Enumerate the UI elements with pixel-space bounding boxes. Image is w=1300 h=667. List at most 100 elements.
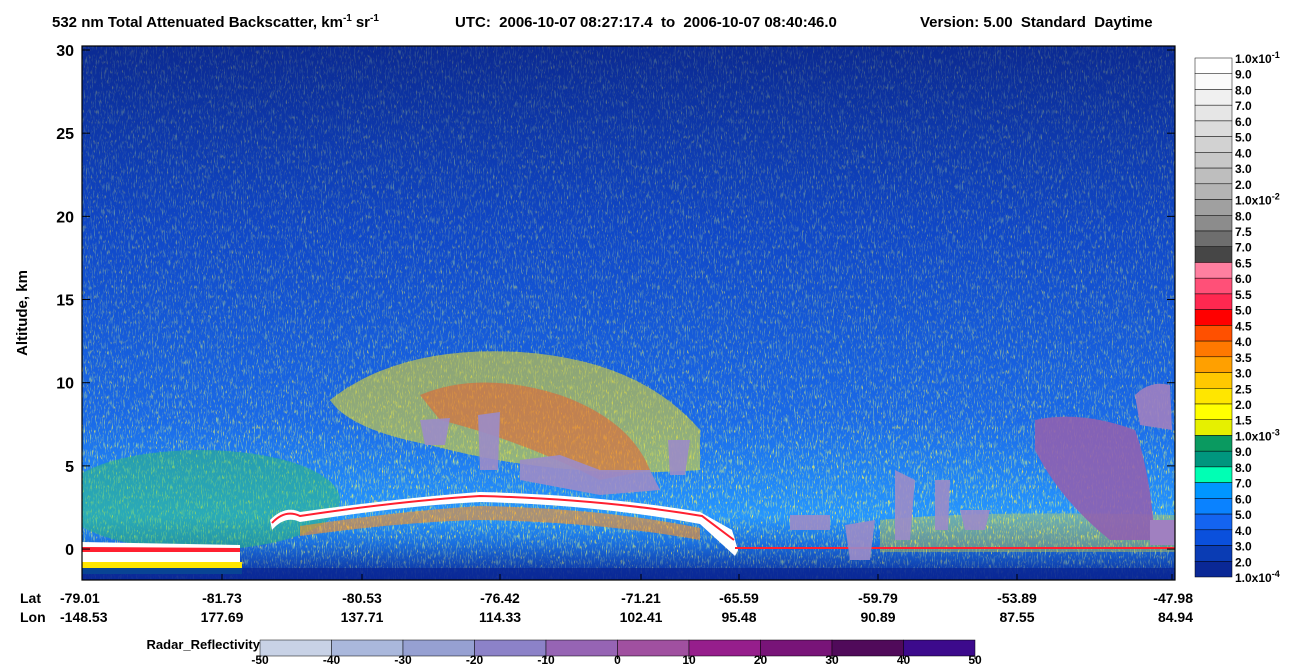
radar-tick-label: 20 (754, 653, 768, 667)
colorbar-cell (1194, 293, 1233, 310)
lon-tick-label: 114.33 (479, 609, 521, 625)
radar-colorbar-cell (474, 639, 547, 657)
lat-tick-label: -71.21 (621, 590, 661, 606)
colorbar-label: 8.0 (1235, 83, 1252, 97)
y-tick-label: 30 (56, 43, 74, 60)
radar-tick-label: 10 (682, 653, 696, 667)
lat-label: Lat (20, 590, 41, 606)
colorbar-label: 2.0 (1235, 555, 1252, 569)
colorbar-label-mantissa: 1.0x10 (1235, 194, 1272, 208)
colorbar-label: 6.0 (1235, 272, 1252, 286)
lat-tick-label: -80.53 (342, 590, 382, 606)
radar-tick-label: -30 (394, 653, 412, 667)
colorbar-label: 1.0x10-2 (1235, 192, 1280, 208)
lon-tick-label: 90.89 (860, 609, 895, 625)
lon-tick-label: 177.69 (201, 609, 244, 625)
colorbar-cell (1194, 388, 1233, 405)
colorbar-cell (1194, 57, 1233, 74)
lon-tick-label: 102.41 (620, 609, 663, 625)
colorbar-label-mantissa: 1.0x10 (1235, 571, 1272, 585)
y-tick-label: 0 (65, 542, 74, 559)
lat-tick-label: -59.79 (858, 590, 898, 606)
lat-tick-label: -76.42 (480, 590, 520, 606)
colorbar-cell (1194, 561, 1233, 578)
colorbar-cell (1194, 466, 1233, 483)
colorbar-cell (1194, 529, 1233, 546)
colorbar-cell (1194, 152, 1233, 169)
colorbar-label-exponent: -2 (1272, 192, 1280, 202)
colorbar-label: 5.0 (1235, 508, 1252, 522)
colorbar-label: 7.5 (1235, 225, 1252, 239)
colorbar-label: 2.0 (1235, 178, 1252, 192)
lat-tick-label: -65.59 (719, 590, 759, 606)
radar-colorbar-cell (331, 639, 404, 657)
colorbar-cell (1194, 73, 1233, 90)
colorbar-label: 8.0 (1235, 461, 1252, 475)
lon-label: Lon (20, 609, 46, 625)
colorbar-label: 1.0x10-3 (1235, 427, 1280, 443)
radar-colorbar-cell (831, 639, 904, 657)
colorbar-cell (1194, 89, 1233, 106)
radar-tick-label: 0 (614, 653, 621, 667)
radar-colorbar-cell (259, 639, 332, 657)
colorbar-cell (1194, 403, 1233, 420)
colorbar-label: 6.5 (1235, 256, 1252, 270)
colorbar-cell (1194, 356, 1233, 373)
colorbar-label: 2.5 (1235, 382, 1252, 396)
colorbar-label-mantissa: 1.0x10 (1235, 52, 1272, 66)
radar-colorbar-cell (402, 639, 475, 657)
colorbar-cell (1194, 545, 1233, 562)
lon-tick-label: 95.48 (721, 609, 756, 625)
y-tick-label: 25 (56, 126, 74, 143)
colorbar-cell (1194, 167, 1233, 185)
radar-tick-label: -50 (251, 653, 269, 667)
radar-tick-label: 30 (825, 653, 839, 667)
backscatter-image (82, 46, 1175, 580)
lat-tick-label: -79.01 (60, 590, 100, 606)
colorbar-cell (1194, 230, 1233, 247)
colorbar-label: 3.5 (1235, 351, 1252, 365)
colorbar-label: 4.0 (1235, 335, 1252, 349)
lon-tick-label: 137.71 (341, 609, 384, 625)
colorbar-label: 1.0x10-1 (1235, 50, 1280, 66)
chart-title: 532 nm Total Attenuated Backscatter, km-… (52, 13, 379, 31)
radar-label: Radar_Reflectivity (147, 637, 261, 652)
colorbar-label: 5.0 (1235, 304, 1252, 318)
radar-tick-label: -10 (537, 653, 555, 667)
colorbar-label: 6.0 (1235, 492, 1252, 506)
radar-colorbar-cell (545, 639, 618, 657)
colorbar-label-exponent: -3 (1272, 427, 1280, 437)
colorbar-label-exponent: -4 (1272, 569, 1280, 579)
plot-frame (81, 45, 1176, 581)
colorbar-label: 9.0 (1235, 445, 1252, 459)
colorbar-label-exponent: -1 (1272, 50, 1280, 60)
colorbar-cell (1194, 120, 1233, 137)
colorbar-label: 3.0 (1235, 162, 1252, 176)
colorbar-cell (1194, 340, 1233, 358)
colorbar-label: 4.0 (1235, 146, 1252, 160)
colorbar-cell (1194, 136, 1233, 153)
colorbar-label: 1.5 (1235, 414, 1252, 428)
radar-tick-label: 50 (968, 653, 982, 667)
y-tick-label: 10 (56, 376, 74, 393)
colorbar-cell (1194, 450, 1233, 468)
chart-subtitle: UTC: 2006-10-07 08:27:17.4 to 2006-10-07… (455, 14, 837, 31)
colorbar-cell (1194, 498, 1233, 515)
lon-tick-label: -148.53 (60, 609, 108, 625)
radar-tick-label: 40 (897, 653, 911, 667)
y-tick-label: 20 (56, 209, 74, 226)
colorbar-cell (1194, 435, 1233, 452)
radar-colorbar-cell (688, 639, 761, 657)
lon-tick-label: 87.55 (999, 609, 1034, 625)
colorbar-cell (1194, 183, 1233, 200)
colorbar-label: 4.5 (1235, 319, 1252, 333)
colorbar-label: 9.0 (1235, 68, 1252, 82)
colorbar-cell (1194, 104, 1233, 122)
colorbar-cell (1194, 246, 1233, 263)
y-tick-label: 15 (56, 293, 74, 310)
colorbar-cell (1194, 215, 1233, 232)
colorbar-label: 5.5 (1235, 288, 1252, 302)
chart-version: Version: 5.00 Standard Daytime (920, 14, 1153, 31)
radar-tick-label: -40 (323, 653, 341, 667)
colorbar-label: 7.0 (1235, 241, 1252, 255)
